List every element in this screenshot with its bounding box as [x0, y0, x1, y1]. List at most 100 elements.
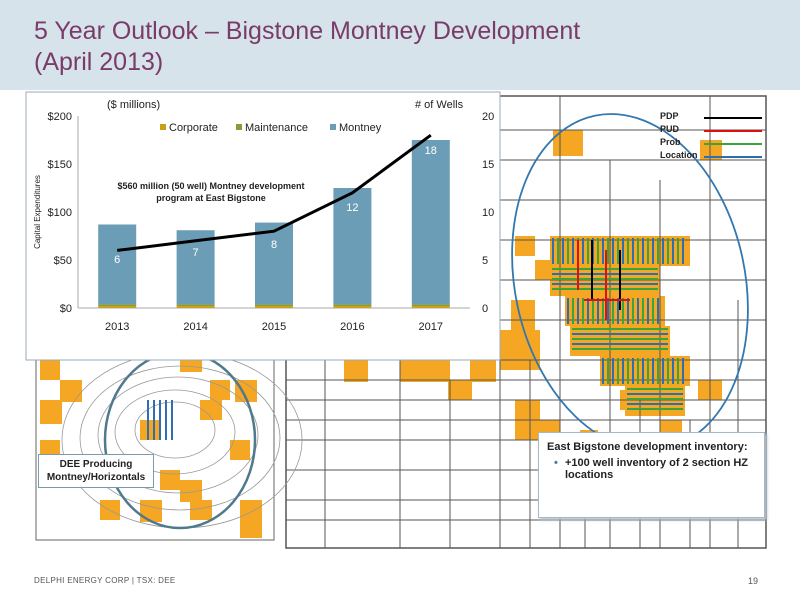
- inventory-callout: East Bigstone development inventory: • +…: [538, 432, 765, 518]
- map-parcel: [535, 260, 553, 280]
- bar-maintenance: [176, 304, 215, 307]
- legend-prob-label: Prob: [660, 137, 681, 147]
- inset-contour: [79, 365, 281, 511]
- legend-location-line: [704, 156, 762, 158]
- bar-maintenance: [333, 304, 372, 307]
- chart-annotation: $560 million (50 well) Montney developme…: [106, 180, 316, 204]
- bar-corporate: [176, 306, 215, 308]
- y-tick-label: $0: [60, 303, 72, 315]
- legend-pud-line: [704, 130, 762, 132]
- inset-parcel: [230, 440, 250, 460]
- dee-producing-map: [35, 339, 303, 541]
- inset-parcel: [60, 380, 82, 402]
- inset-parcel: [140, 500, 162, 522]
- inset-parcel: [200, 400, 222, 420]
- inset-contour: [134, 401, 216, 459]
- y2-tick-label: 10: [482, 207, 494, 219]
- legend-pud-label: PUD: [660, 124, 680, 134]
- y2-tick-labels: 0 5 10 15 20: [482, 111, 494, 315]
- inset-contour: [97, 376, 259, 494]
- map-dev-parcel: [600, 356, 690, 386]
- slide-title-line-2: (April 2013): [34, 48, 164, 76]
- legend-pdp: PDP: [660, 111, 762, 124]
- inventory-bullet-row: • +100 well inventory of 2 section HZ lo…: [547, 457, 756, 481]
- y-axis-title: Capital Expenditures: [33, 175, 42, 249]
- bar-montney: [333, 188, 372, 305]
- inset-parcel: [160, 470, 180, 490]
- legend-prob-line: [704, 143, 762, 145]
- y2-tick-label: 0: [482, 303, 488, 315]
- y2-tick-label: 20: [482, 111, 494, 123]
- legend-pdp-label: PDP: [660, 111, 679, 121]
- legend-label: Corporate: [169, 122, 218, 134]
- x-tick-label: 2015: [262, 321, 286, 333]
- bar-montney: [411, 140, 450, 305]
- annotation-line-2: program at East Bigstone: [156, 193, 266, 203]
- footer-company: DELPHI ENERGY CORP | TSX: DEE: [34, 576, 176, 585]
- inset-parcel: [210, 380, 230, 400]
- slide-title: 5 Year Outlook – Bigstone Montney Develo…: [34, 16, 580, 78]
- bar-data-label: 18: [425, 145, 437, 157]
- bar-corporate: [255, 306, 293, 308]
- legend-location: Location: [660, 150, 762, 163]
- bar-corporate: [333, 306, 372, 308]
- map-parcel: [515, 236, 535, 256]
- inset-parcel: [180, 480, 202, 502]
- y2-unit-label: # of Wells: [415, 99, 464, 111]
- dee-producing-label: DEE Producing Montney/Horizontals: [38, 454, 154, 488]
- inventory-bullet-text: +100 well inventory of 2 section HZ loca…: [564, 457, 749, 481]
- legend-prob: Prob: [660, 137, 762, 150]
- inset-parcel: [235, 380, 257, 402]
- bar-data-label: 7: [193, 247, 199, 259]
- map-parcel: [448, 380, 472, 400]
- annotation-line-1: $560 million (50 well) Montney developme…: [117, 181, 305, 191]
- map-well-locations: [552, 238, 684, 410]
- x-tick-label: 2016: [340, 321, 364, 333]
- map-parcel: [500, 330, 540, 370]
- y-tick-labels: $0 $50 $100 $150 $200: [48, 111, 72, 315]
- y2-tick-label: 15: [482, 159, 494, 171]
- x-tick-label: 2017: [419, 321, 443, 333]
- map-parcel: [400, 360, 450, 382]
- inventory-heading: East Bigstone development inventory:: [547, 441, 748, 453]
- bar-data-label: 8: [271, 239, 277, 251]
- page-number: 19: [748, 576, 759, 586]
- legend-pud: PUD: [660, 124, 762, 137]
- bar-corporate: [98, 306, 137, 308]
- wells-polyline: [117, 133, 432, 252]
- chart-legend: Corporate Maintenance Montney: [160, 122, 382, 134]
- y2-tick-label: 5: [482, 255, 488, 267]
- legend-swatch: [160, 124, 166, 130]
- slide-title-line-1: 5 Year Outlook – Bigstone Montney Develo…: [34, 17, 581, 45]
- inset-parcel: [240, 500, 262, 520]
- inset-parcel: [40, 400, 62, 424]
- bar-maintenance: [411, 304, 450, 307]
- inset-parcel: [190, 500, 212, 520]
- y-unit-label: ($ millions): [107, 99, 160, 111]
- legend-pdp-line: [704, 117, 762, 119]
- inset-wells: [147, 400, 173, 440]
- legend-swatch: [330, 124, 336, 130]
- x-tick-labels: 2013 2014 2015 2016 2017: [105, 321, 443, 333]
- map-parcel: [344, 360, 368, 382]
- dee-label-line-1: DEE Producing: [59, 459, 133, 470]
- y-tick-label: $100: [48, 207, 72, 219]
- legend-label: Maintenance: [245, 122, 308, 134]
- bar-maintenance: [255, 304, 293, 307]
- legend-location-label: Location: [660, 150, 698, 160]
- y-tick-label: $200: [48, 111, 72, 123]
- x-tick-label: 2014: [183, 321, 207, 333]
- inset-parcel: [140, 420, 160, 440]
- inset-parcel: [40, 360, 60, 380]
- bar-maintenance: [98, 304, 137, 307]
- bar-montney: [98, 224, 137, 305]
- dee-label-line-2: Montney/Horizontals: [46, 472, 146, 483]
- map-parcel: [700, 140, 722, 160]
- inset-parcel: [240, 520, 262, 538]
- x-tick-label: 2013: [105, 321, 129, 333]
- bar-montney: [255, 222, 293, 305]
- bar-data-label: 6: [114, 254, 120, 266]
- legend-swatch: [236, 124, 242, 130]
